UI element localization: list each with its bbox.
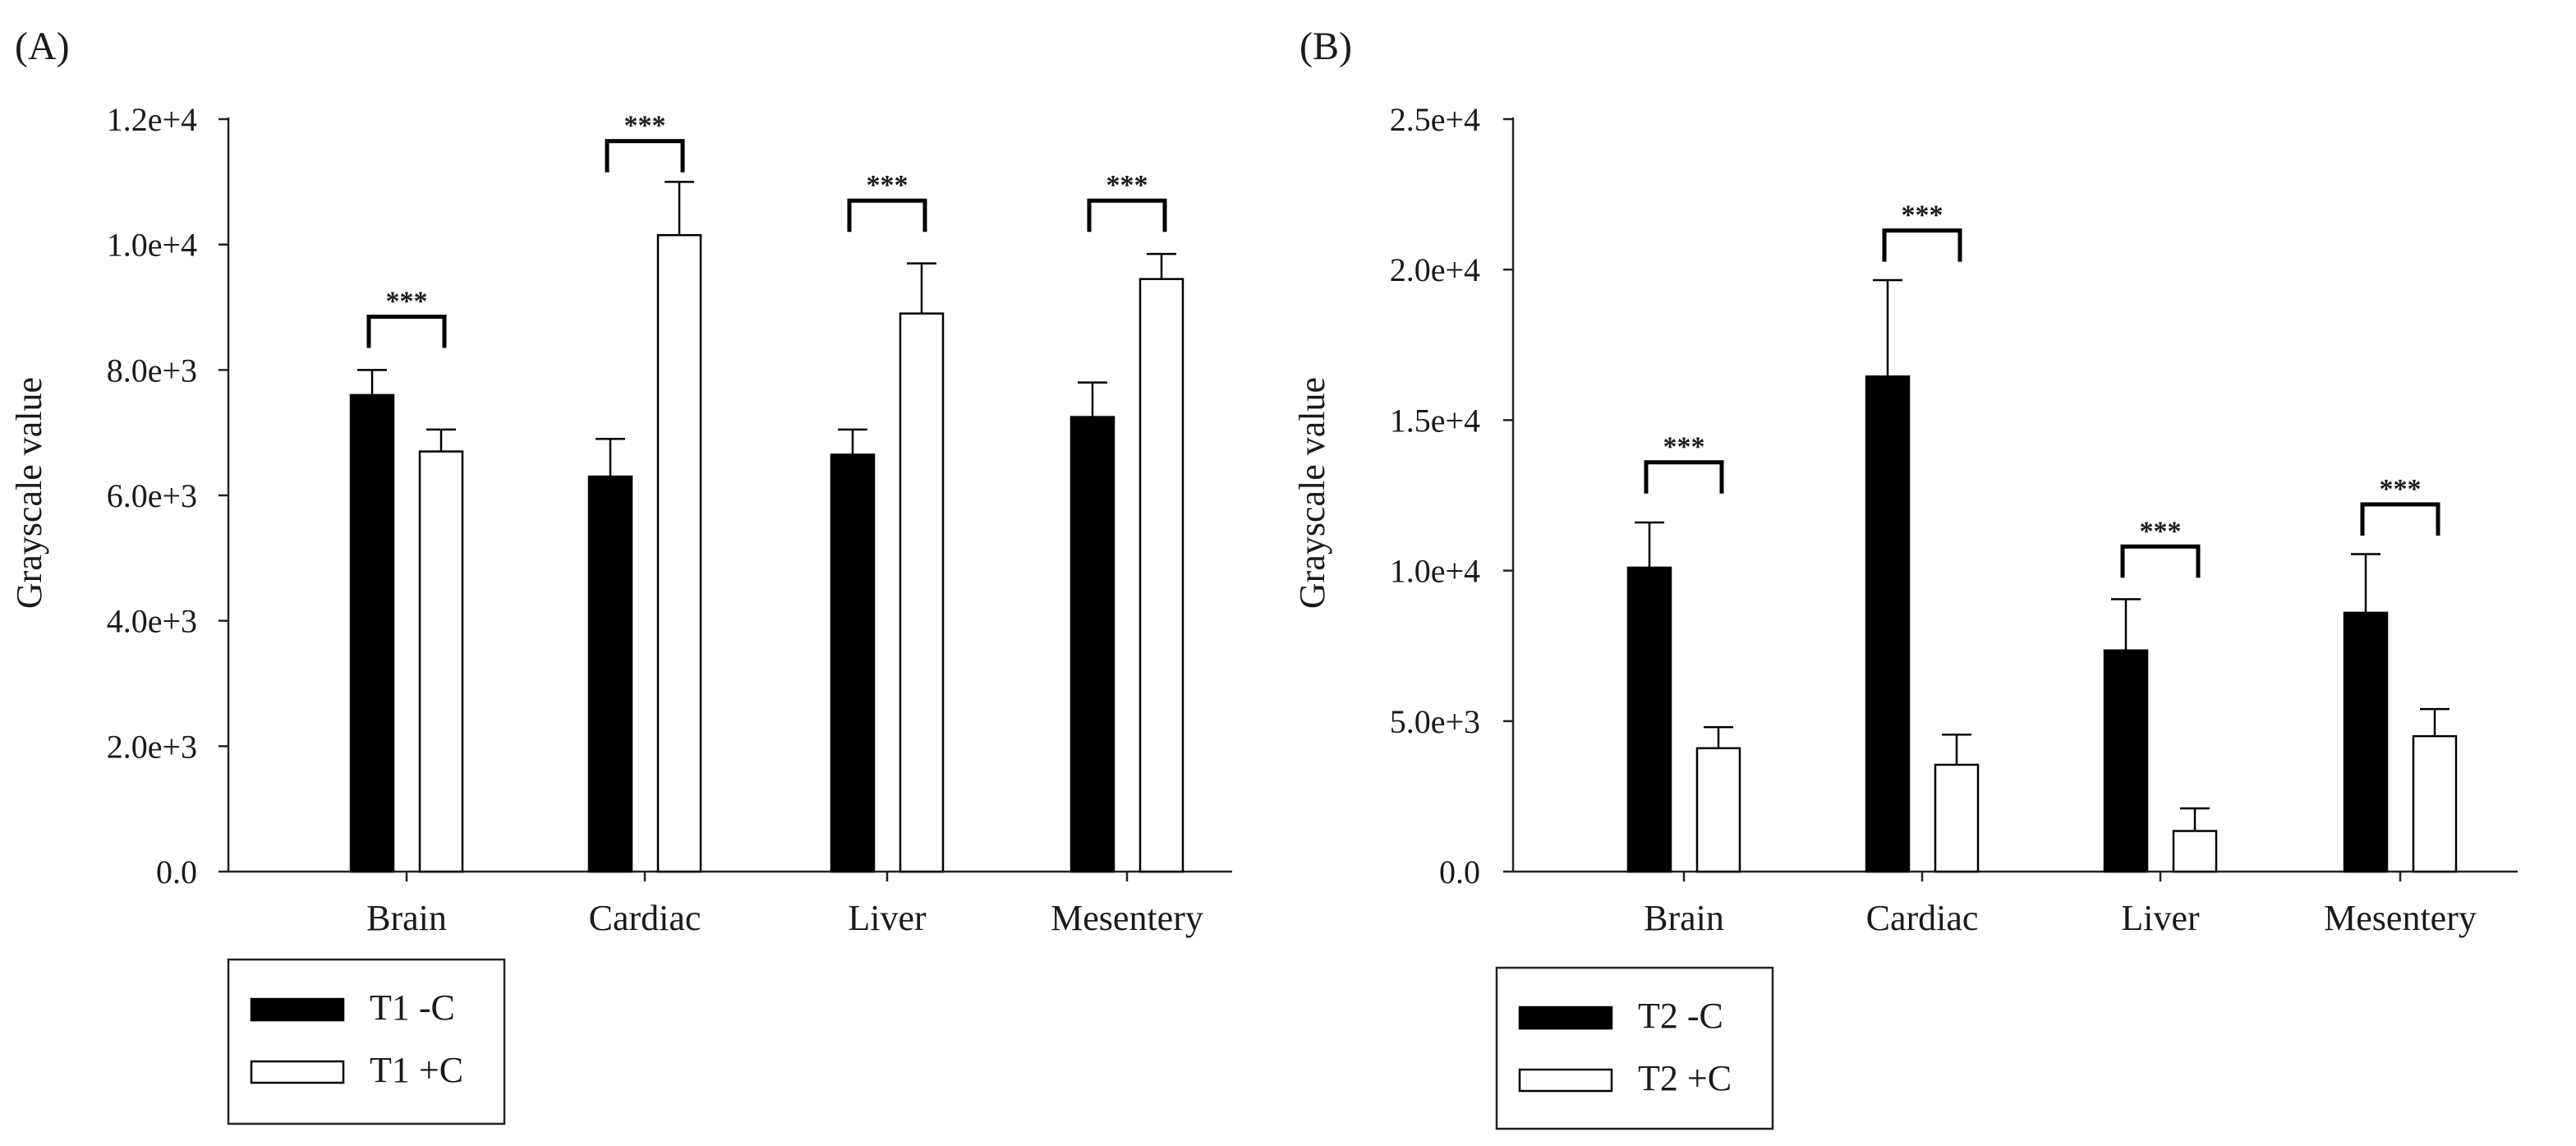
panel-b-bar-t2-c-cardiac	[1934, 763, 1980, 873]
panel-b-significance-bracket-mesentery	[2360, 502, 2440, 536]
panel-a-significance-bracket-cardiac	[605, 139, 685, 173]
panel-b-label: (B)	[1300, 25, 1352, 68]
panel-a-significance-label-brain: ***	[386, 286, 428, 316]
panel-a-x-tick-label-cardiac: Cardiac	[589, 898, 702, 938]
panel-a-x-tick-label-brain: Brain	[366, 898, 447, 938]
panel-a-y-tick-label: 1.0e+4	[107, 227, 197, 264]
panel-b-y-axis-label: Grayscale value	[1292, 377, 1332, 609]
panel-a-bar-t1-c-mesentery	[1138, 278, 1184, 873]
panel-b-y-tick-label: 1.0e+4	[1390, 553, 1480, 590]
panel-a-bar-t1-c-brain	[418, 450, 464, 873]
panel-a-bar-t1-c-cardiac	[587, 475, 633, 873]
panel-a-significance-label-mesentery: ***	[1106, 170, 1148, 200]
panel-a-legend: T1 -C T1 +C	[227, 958, 506, 1125]
panel-a-legend-box	[227, 958, 506, 1125]
panel-a-y-axis-label: Grayscale value	[9, 377, 49, 609]
panel-a-significance-bracket-mesentery	[1087, 198, 1167, 232]
panel-a-bar-t1-c-liver	[830, 453, 876, 873]
panel-b-y-tick-label: 2.5e+4	[1390, 101, 1480, 138]
panel-a-y-tick-label: 0.0	[156, 854, 197, 891]
panel-a-x-tick-label-mesentery: Mesentery	[1051, 898, 1203, 938]
panel-b-legend-swatch-t2-c	[1518, 1068, 1613, 1093]
panel-b-bar-t2-c-liver	[2172, 830, 2218, 873]
panel-a-label: (A)	[15, 25, 70, 68]
panel-b-legend-box	[1495, 966, 1774, 1130]
panel-b-chart: (B) Grayscale value 0.0 5.0e+3 1.0e+4 1.5e+4 2…	[1292, 25, 2518, 1130]
panel-a-legend-swatch-t1-c	[250, 997, 345, 1022]
panel-a-bar-t1-c-mesentery	[1070, 416, 1116, 873]
panel-a-legend-swatch-t1-c	[250, 1060, 345, 1084]
panel-b-bar-t2-c-mesentery	[2412, 734, 2458, 873]
panel-a-significance-bracket-brain	[366, 314, 447, 348]
panel-b-y-tick-label: 0.0	[1439, 854, 1480, 891]
panel-a-y-tick-label: 8.0e+3	[107, 352, 197, 389]
panel-b-x-tick-label-liver: Liver	[2121, 898, 2200, 938]
panel-a-bar-t1-c-liver	[899, 312, 945, 873]
panel-b-significance-bracket-cardiac	[1882, 228, 1962, 262]
panel-b-significance-bracket-liver	[2120, 544, 2201, 578]
panel-a-significance-label-liver: ***	[867, 170, 908, 200]
panel-b-legend: T2 -C T2 +C	[1495, 966, 1774, 1130]
panel-b-significance-bracket-brain	[1644, 460, 1724, 494]
panel-b-y-tick-label: 5.0e+3	[1390, 703, 1480, 740]
panel-b-y-tick-label: 2.0e+4	[1390, 251, 1480, 288]
panel-b-significance-label-cardiac: ***	[1902, 200, 1944, 231]
panel-a-significance-bracket-liver	[847, 198, 927, 232]
panel-a-y-tick-label: 4.0e+3	[107, 603, 197, 640]
panel-b-y-tick-label: 1.5e+4	[1390, 402, 1480, 439]
panel-b-legend-swatch-t2-c	[1518, 1006, 1613, 1030]
panel-a-legend-label-t1-c: T1 -C	[370, 987, 455, 1028]
panel-b-bar-t2-c-brain	[1626, 566, 1672, 873]
panel-b-bar-t2-c-liver	[2103, 649, 2149, 873]
panel-a-x-tick-label-liver: Liver	[848, 898, 927, 938]
panel-b-significance-label-brain: ***	[1663, 432, 1705, 463]
panel-b-legend-label-t2-c: T2 -C	[1638, 996, 1723, 1036]
panel-b-significance-label-liver: ***	[2140, 516, 2182, 546]
panel-a-chart: (A) Grayscale value 0.0 2.0e+3 4.0e+3 6.0e+3 8…	[9, 25, 1232, 1125]
panel-b-x-tick-label-cardiac: Cardiac	[1866, 898, 1979, 938]
panel-a-legend-label-t1-c: T1 +C	[370, 1050, 463, 1090]
panel-a-bar-t1-c-cardiac	[656, 233, 702, 873]
panel-b-bar-t2-c-cardiac	[1865, 375, 1911, 873]
panel-b-bar-t2-c-mesentery	[2343, 611, 2389, 873]
panel-a-bar-t1-c-brain	[349, 394, 395, 873]
panel-a-significance-label-cardiac: ***	[624, 111, 666, 141]
panel-b-x-tick-label-brain: Brain	[1644, 898, 1724, 938]
panel-b-bar-t2-c-brain	[1695, 747, 1741, 873]
panel-b-x-tick-label-mesentery: Mesentery	[2324, 898, 2477, 938]
panel-a-y-tick-label: 2.0e+3	[107, 728, 197, 765]
panel-a-y-tick-label: 1.2e+4	[107, 101, 197, 138]
panel-a-y-tick-label: 6.0e+3	[107, 477, 197, 514]
panel-b-significance-label-mesentery: ***	[2380, 474, 2422, 504]
panel-b-legend-label-t2-c: T2 +C	[1638, 1058, 1732, 1098]
